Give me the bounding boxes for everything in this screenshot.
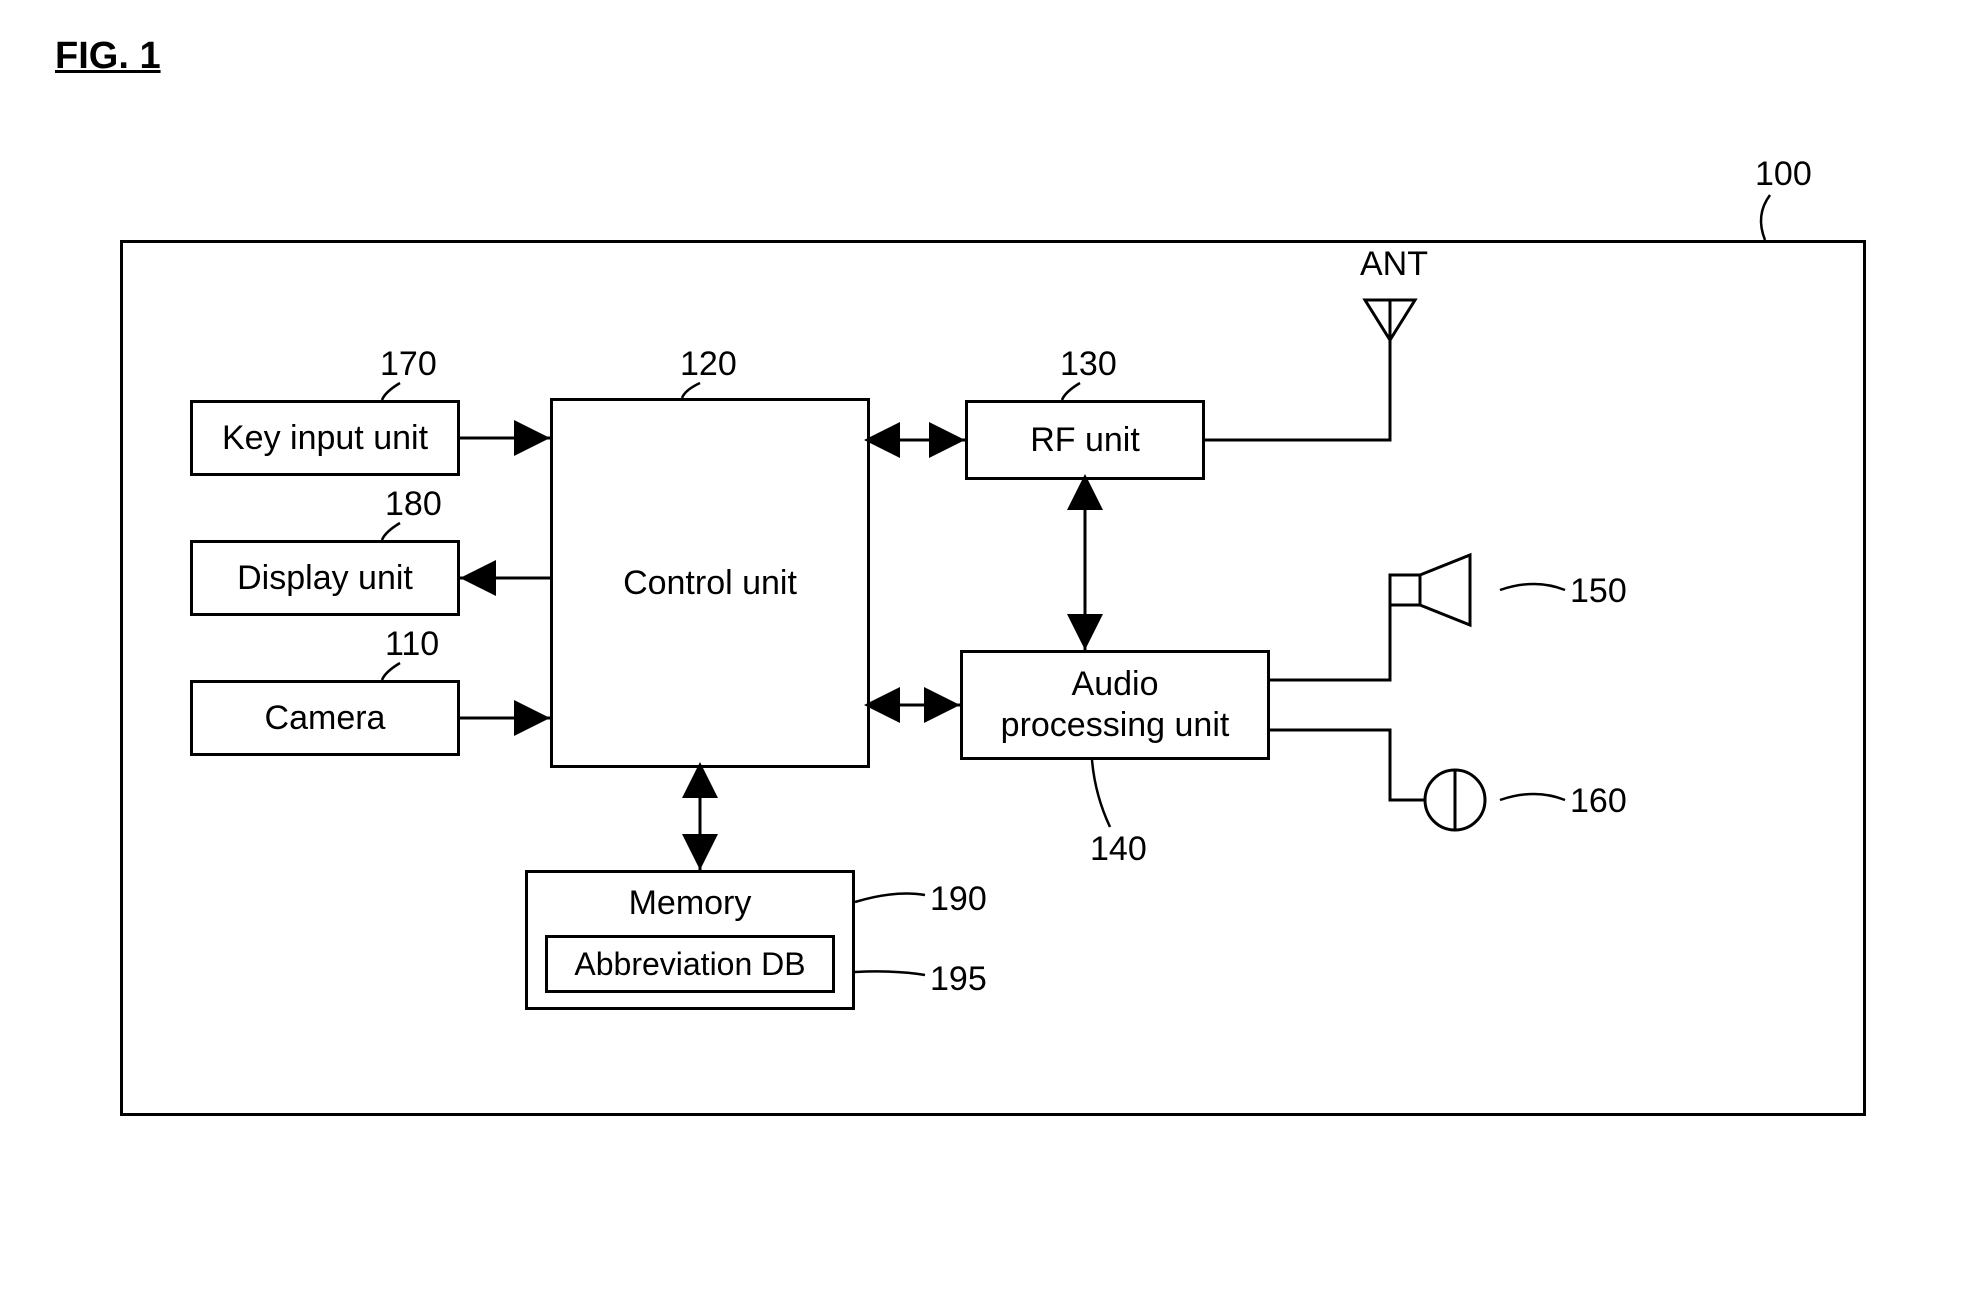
ref-180: 180	[385, 485, 442, 524]
ref-150: 150	[1570, 572, 1627, 611]
figure-title: FIG. 1	[55, 35, 161, 78]
block-key-input: Key input unit	[190, 400, 460, 476]
block-label: Abbreviation DB	[574, 945, 805, 983]
ref-195: 195	[930, 960, 987, 999]
block-label: RF unit	[1030, 420, 1140, 461]
antenna-label: ANT	[1360, 245, 1428, 284]
block-label: Control unit	[623, 563, 797, 604]
block-label: Audio processing unit	[1001, 664, 1230, 746]
diagram-canvas: FIG. 1 Key input unit Display unit Camer…	[0, 0, 1984, 1301]
ref-170: 170	[380, 345, 437, 384]
block-display: Display unit	[190, 540, 460, 616]
block-audio: Audio processing unit	[960, 650, 1270, 760]
block-label: Memory	[629, 883, 752, 924]
ref-140: 140	[1090, 830, 1147, 869]
block-label: Camera	[265, 698, 386, 739]
block-label: Key input unit	[222, 418, 428, 459]
ref-190: 190	[930, 880, 987, 919]
block-rf: RF unit	[965, 400, 1205, 480]
ref-100: 100	[1755, 155, 1812, 194]
ref-110: 110	[385, 625, 439, 664]
ref-160: 160	[1570, 782, 1627, 821]
block-label: Display unit	[237, 558, 413, 599]
block-camera: Camera	[190, 680, 460, 756]
block-control: Control unit	[550, 398, 870, 768]
block-abbrev-db: Abbreviation DB	[545, 935, 835, 993]
ref-130: 130	[1060, 345, 1117, 384]
ref-120: 120	[680, 345, 737, 384]
